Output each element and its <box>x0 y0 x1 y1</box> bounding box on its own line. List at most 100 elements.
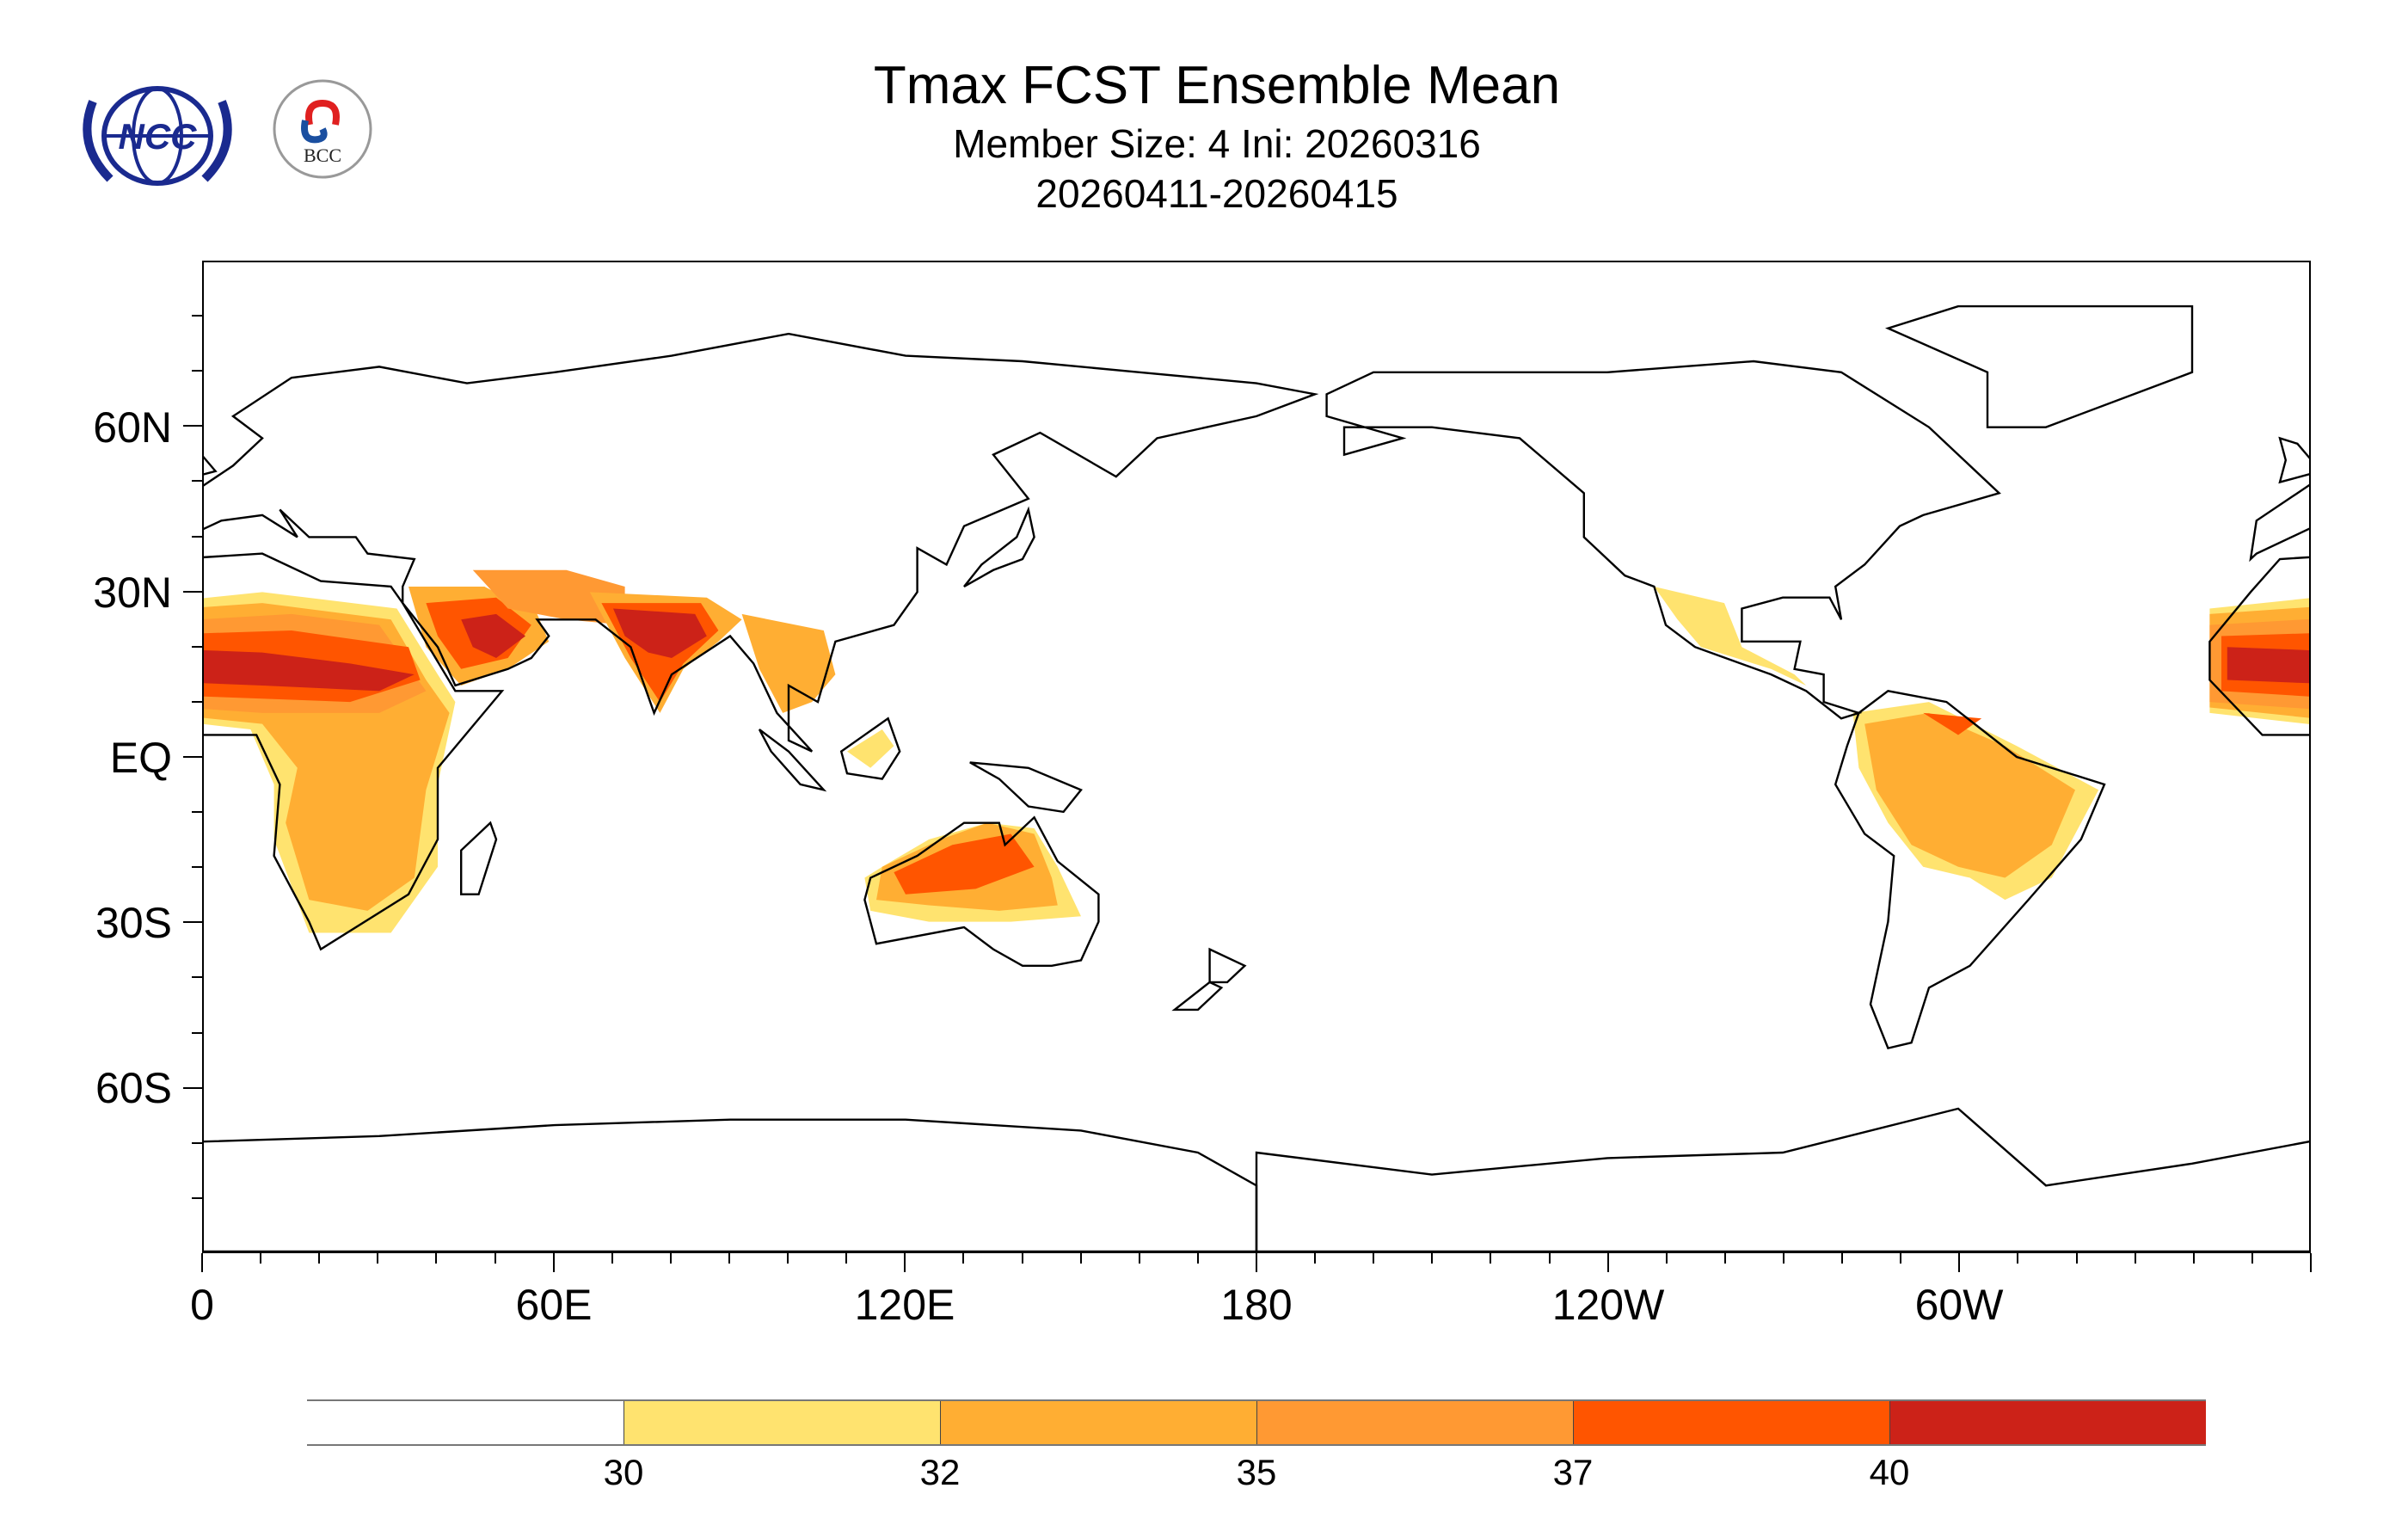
axis-tick <box>201 1253 203 1272</box>
temperature-contour-level-40 <box>613 608 707 658</box>
x-label-120w: 120W <box>1551 1281 1665 1329</box>
y-label-30s: 30S <box>95 899 172 947</box>
temperature-contour-level-40 <box>2227 647 2309 684</box>
coastline-antarctica <box>1256 1109 2309 1251</box>
colorbar-segment <box>940 1401 1256 1444</box>
x-label-120e: 120E <box>854 1281 955 1329</box>
coastline-uk <box>204 438 216 482</box>
map-plot-area <box>202 261 2311 1253</box>
axis-tick <box>1079 1253 1082 1264</box>
colorbar-segment <box>1573 1401 1889 1444</box>
axis-tick <box>1665 1253 1668 1264</box>
axis-tick <box>494 1253 496 1264</box>
chart-subtitle: Member Size: 4 Ini: 20260316 <box>953 121 1481 166</box>
x-label-60e: 60E <box>515 1281 593 1329</box>
axis-tick <box>377 1253 379 1264</box>
axis-tick <box>845 1253 848 1264</box>
coastline-antarctica <box>204 1109 1256 1251</box>
x-label-180: 180 <box>1220 1281 1293 1329</box>
temperature-contour-level-40 <box>461 613 525 658</box>
axis-tick <box>192 1196 202 1199</box>
coastline-madagascar <box>461 823 496 895</box>
axis-tick <box>192 480 202 483</box>
axis-tick <box>192 645 202 648</box>
axis-tick <box>192 1141 202 1144</box>
axis-tick <box>1373 1253 1375 1264</box>
colorbar-label-32: 32 <box>919 1452 961 1492</box>
coastline-australia <box>864 817 1098 966</box>
colorbar-segment <box>624 1401 940 1444</box>
axis-tick <box>1138 1253 1140 1264</box>
axis-tick <box>192 700 202 703</box>
axis-tick <box>192 976 202 979</box>
coastline-greenland <box>1888 306 2192 427</box>
axis-tick <box>904 1253 906 1272</box>
colorbar-label-30: 30 <box>603 1452 644 1492</box>
colorbar-label-35: 35 <box>1236 1452 1277 1492</box>
axis-tick <box>2310 1253 2312 1272</box>
axis-tick <box>1958 1253 1961 1272</box>
coastline-nz2 <box>1175 982 1221 1010</box>
axis-tick <box>1256 1253 1257 1272</box>
axis-tick <box>1900 1253 1902 1264</box>
svg-text:BCC: BCC <box>304 145 341 166</box>
axis-tick <box>2134 1253 2136 1264</box>
world-map <box>204 262 2309 1251</box>
axis-tick <box>2017 1253 2019 1264</box>
coastline-sumatra <box>759 729 824 790</box>
axis-tick <box>787 1253 789 1264</box>
axis-tick <box>1431 1253 1434 1264</box>
coastline-africa <box>204 554 502 950</box>
axis-tick <box>962 1253 965 1264</box>
axis-tick <box>1783 1253 1784 1264</box>
axis-tick <box>2075 1253 2078 1264</box>
colorbar-segment <box>1889 1401 2206 1444</box>
colorbar-segment <box>1256 1401 1573 1444</box>
temperature-contour-level-30 <box>1654 586 1818 697</box>
temperature-contours <box>204 569 2309 933</box>
chart-title: Tmax FCST Ensemble Mean <box>873 56 1561 115</box>
temperature-contour-level-32 <box>1864 712 2075 878</box>
axis-tick <box>192 1031 202 1034</box>
axis-tick <box>435 1253 438 1264</box>
y-label-eq: EQ <box>109 734 172 782</box>
temperature-contour-level-32 <box>741 613 836 713</box>
axis-tick <box>192 315 202 317</box>
forecast-period: 20260411-20260415 <box>1035 171 1398 216</box>
axis-tick <box>728 1253 730 1264</box>
axis-tick <box>183 756 202 758</box>
coastline-borneo <box>841 718 900 778</box>
axis-tick <box>192 370 202 372</box>
axis-tick <box>192 866 202 869</box>
axis-tick <box>2251 1253 2253 1264</box>
axis-tick <box>183 1086 202 1089</box>
axis-tick <box>1841 1253 1844 1264</box>
axis-tick <box>1314 1253 1317 1264</box>
colorbar <box>307 1399 2206 1446</box>
axis-tick <box>1723 1253 1726 1264</box>
coastline-eurasia <box>204 334 1315 752</box>
axis-tick <box>192 811 202 814</box>
colorbar-segment <box>307 1401 624 1444</box>
axis-tick <box>183 590 202 593</box>
axis-tick <box>1490 1253 1492 1264</box>
bcc-logo: BCC <box>273 79 372 179</box>
coastlines <box>204 306 2309 1251</box>
y-label-60s: 60S <box>95 1064 172 1112</box>
coastline-namerica <box>1327 361 2000 718</box>
temperature-contour-level-35 <box>472 569 625 625</box>
coastline-japan <box>964 510 1035 587</box>
axis-tick <box>192 535 202 538</box>
axis-tick <box>669 1253 672 1264</box>
coastline-uk <box>2280 438 2309 482</box>
temperature-contour-level-37 <box>894 833 1035 895</box>
coastline-newguinea <box>970 762 1081 812</box>
y-label-60n: 60N <box>93 403 172 452</box>
coastline-nz <box>1210 950 1245 982</box>
axis-tick <box>1548 1253 1551 1264</box>
coastline-samerica <box>1835 691 2104 1048</box>
axis-tick <box>552 1253 555 1272</box>
ncc-logo: NCC <box>83 86 232 186</box>
temperature-contour-level-30 <box>847 729 894 768</box>
y-label-30n: 30N <box>93 569 172 617</box>
